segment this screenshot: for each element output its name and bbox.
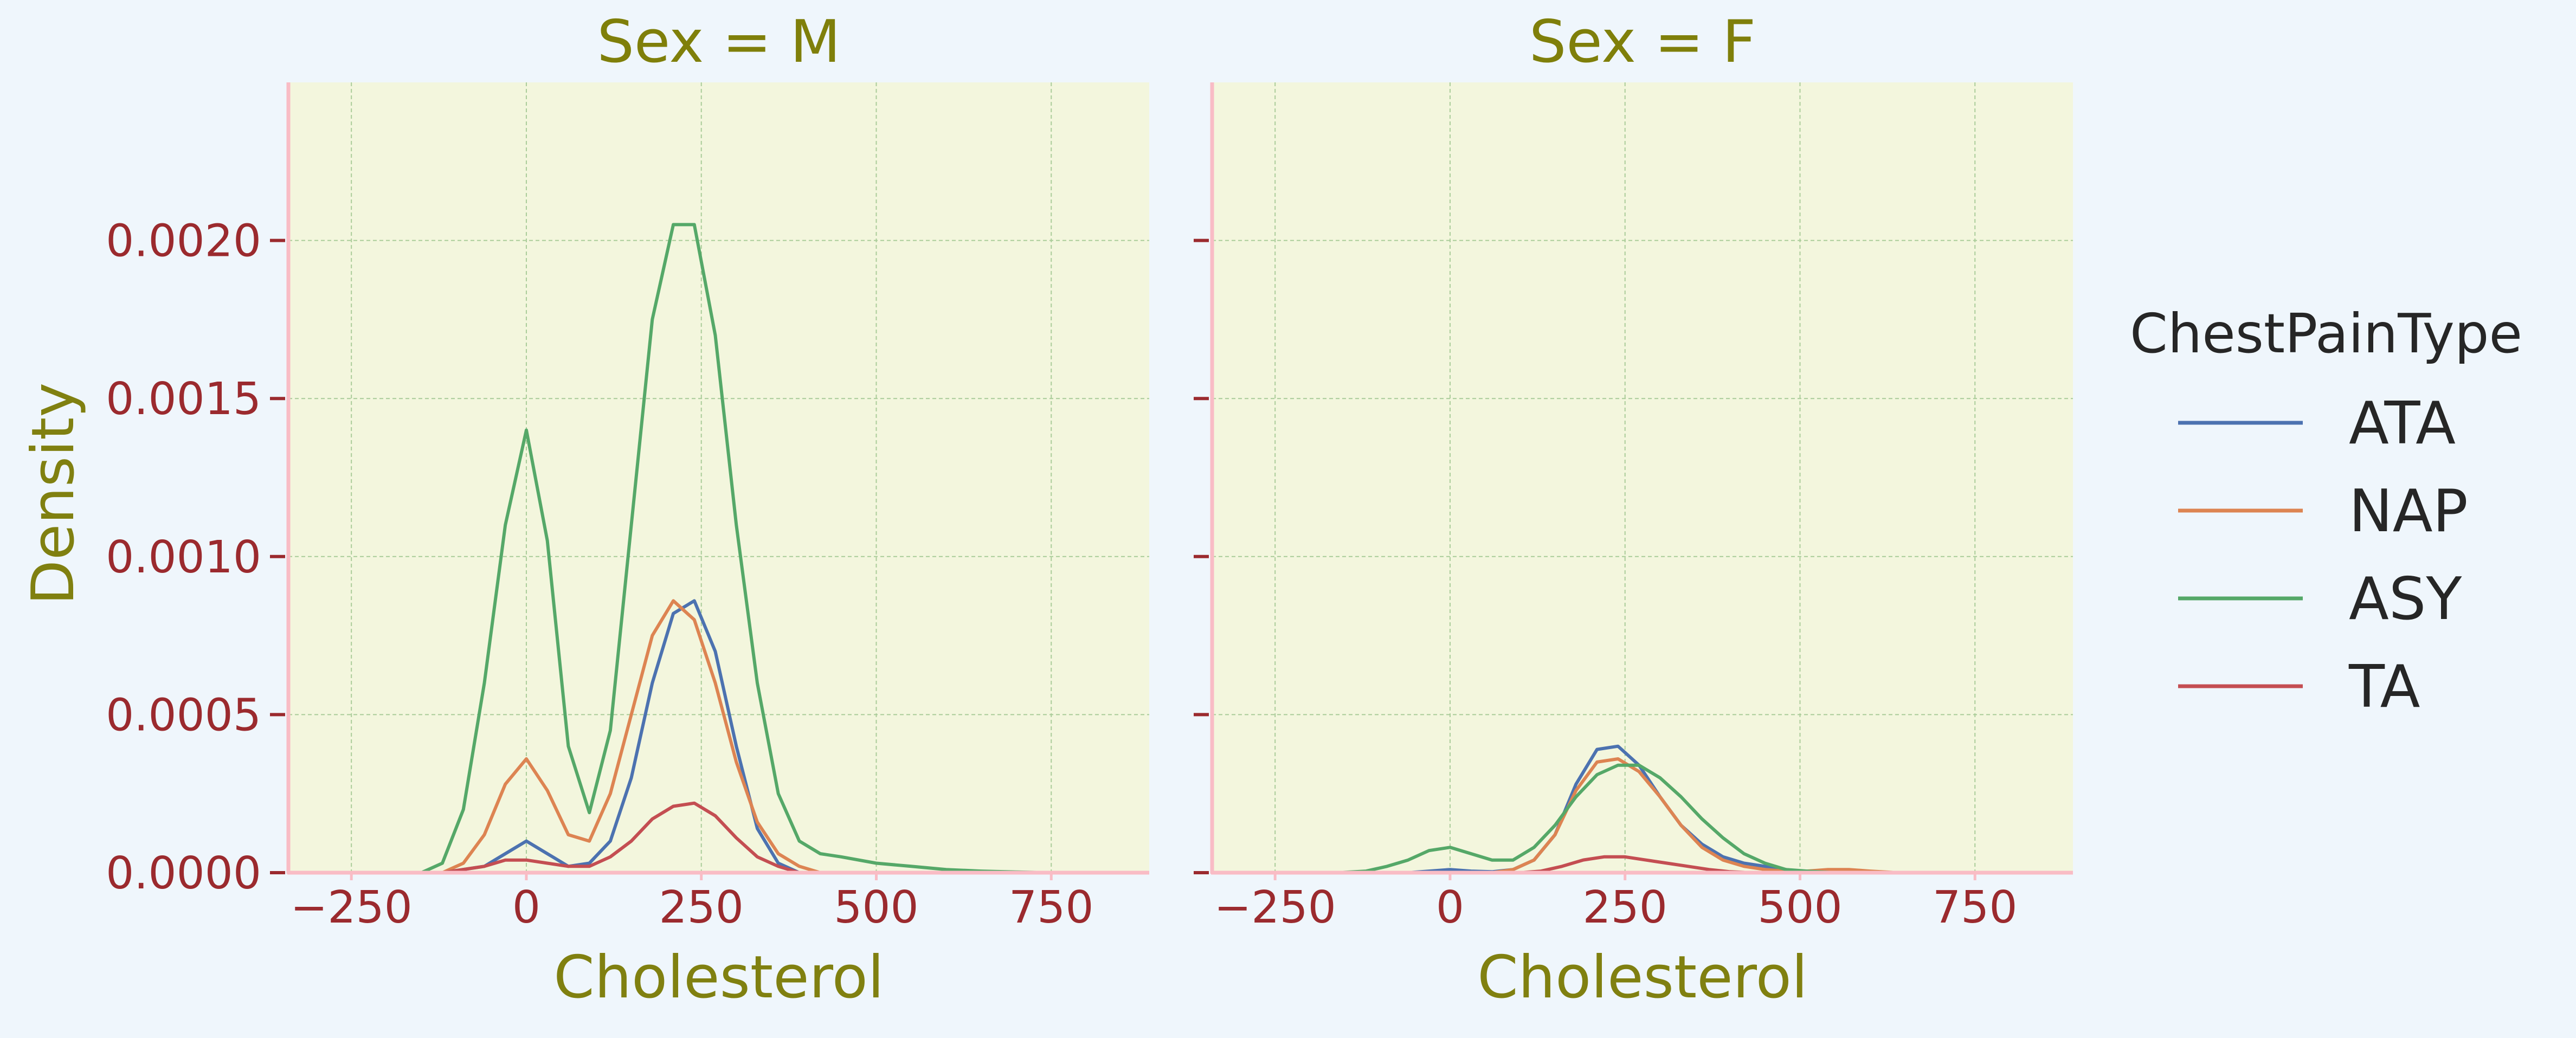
legend-label-ata: ATA: [2349, 390, 2456, 457]
panel-2-x-axis-title: Cholesterol: [1477, 944, 1808, 1011]
panel-1-x-tick-label: −250: [291, 882, 413, 933]
panel-1-y-tick-label: 0.0015: [106, 373, 261, 425]
legend-label-asy: ASY: [2349, 565, 2462, 633]
panel-1-y-tick-label: 0.0010: [106, 532, 261, 583]
legend-title: ChestPainType: [2130, 302, 2522, 365]
legend-label-ta: TA: [2348, 653, 2420, 721]
panel-1-x-tick-label: 500: [834, 882, 919, 933]
panel-2-plot-area: [1212, 82, 2073, 873]
panel-1-x-tick-label: 250: [659, 882, 744, 933]
panel-2-x-tick-label: 500: [1757, 882, 1843, 933]
panel-1-series-ta-line: [441, 801, 801, 874]
panel-2-title: Sex = F: [1529, 8, 1756, 76]
panel-2-series-asy-line: [1336, 763, 1837, 874]
panel-1-series-ata-line: [441, 599, 801, 874]
legend-label-nap: NAP: [2349, 478, 2468, 545]
panel-1-x-tick-label: 0: [512, 882, 540, 933]
panel-1-y-tick-label: 0.0020: [106, 216, 261, 267]
panel-1-series-nap-line: [441, 599, 822, 874]
panel-1-x-axis-title: Cholesterol: [553, 944, 884, 1011]
panel-1-y-axis-title: Density: [20, 383, 87, 605]
panel-1-series-asy-line: [420, 223, 1053, 874]
panel-1-y-tick-label: 0.0005: [106, 689, 261, 741]
panel-1-x-tick-label: 750: [1009, 882, 1094, 933]
panel-1-title: Sex = M: [597, 8, 840, 76]
panel-2-x-tick-label: 750: [1933, 882, 2018, 933]
panel-2-x-tick-label: −250: [1214, 882, 1336, 933]
panel-2-x-tick-label: 250: [1582, 882, 1667, 933]
panel-2-series-nap-line: [1490, 757, 1900, 874]
panel-2-x-tick-label: 0: [1436, 882, 1464, 933]
panel-1-plot-area: [288, 82, 1149, 873]
panel-1-y-tick-label: 0.0000: [106, 848, 261, 899]
panel-2-series-ta-line: [1518, 855, 1753, 874]
